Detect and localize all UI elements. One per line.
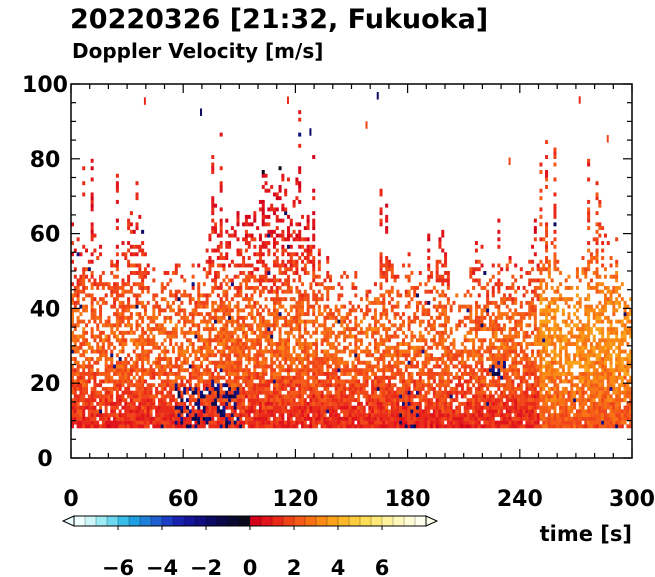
colorbar-segment — [184, 516, 196, 526]
colorbar-segment — [316, 516, 328, 526]
x-tick-label: 240 — [497, 487, 543, 512]
colorbar-tick-label: 4 — [331, 556, 346, 577]
colorbar-segment — [283, 516, 295, 526]
colorbar-tick-label: −6 — [102, 556, 134, 577]
colorbar-segment — [239, 516, 251, 526]
y-axis: 0 20 40 60 80 100 — [22, 73, 632, 472]
colorbar-segment — [404, 516, 416, 526]
colorbar-segment — [206, 516, 218, 526]
colorbar-segment — [96, 516, 108, 526]
colorbar-segment — [272, 516, 284, 526]
colorbar-segment — [261, 516, 273, 526]
x-tick-label: 180 — [385, 487, 431, 512]
colorbar-segment — [250, 516, 262, 526]
colorbar-segment — [415, 516, 427, 526]
colorbar-extend-high — [425, 515, 439, 527]
colorbar-segment — [371, 516, 383, 526]
x-tick-label: 300 — [609, 487, 655, 512]
colorbar-segment — [140, 516, 152, 526]
x-tick-label: 120 — [272, 487, 318, 512]
colorbar-tick-label: 6 — [375, 556, 390, 577]
y-tick-label: 0 — [37, 447, 52, 472]
colorbar-segment — [217, 516, 229, 526]
colorbar-segment — [74, 516, 86, 526]
chart-title: 20220326 [21:32, Fukuoka] — [70, 4, 488, 35]
colorbar-tick-label: −4 — [146, 556, 178, 577]
y-tick-label: 80 — [30, 148, 61, 173]
y-tick-label: 40 — [30, 297, 61, 322]
colorbar-tick-label: 2 — [287, 556, 302, 577]
colorbar-segment — [305, 516, 317, 526]
colorbar-tick-label: 0 — [243, 556, 258, 577]
chart-subtitle: Doppler Velocity [m/s] — [72, 39, 323, 63]
x-axis: 0 60 120 180 240 300 — [63, 84, 655, 512]
colorbar-segment — [162, 516, 174, 526]
colorbar-segment — [338, 516, 350, 526]
y-tick-label: 60 — [30, 223, 61, 248]
colorbar-segment — [85, 516, 97, 526]
colorbar-segment — [294, 516, 306, 526]
colorbar — [61, 515, 439, 530]
y-tick-label: 100 — [22, 73, 68, 98]
colorbar-segment — [228, 516, 240, 526]
plot-area — [71, 92, 633, 429]
colorbar-segment — [118, 516, 130, 526]
colorbar-segment — [349, 516, 361, 526]
colorbar-segment — [151, 516, 163, 526]
x-tick-label: 0 — [63, 487, 78, 512]
colorbar-segment — [360, 516, 372, 526]
y-tick-label: 20 — [30, 372, 61, 397]
colorbar-segment — [195, 516, 207, 526]
colorbar-tick-labels: −6 −4 −2 0 2 4 6 — [102, 556, 389, 577]
velocity-cells — [71, 92, 633, 429]
colorbar-segment — [107, 516, 119, 526]
colorbar-segment — [382, 516, 394, 526]
colorbar-segment — [129, 516, 141, 526]
x-tick-label: 60 — [168, 487, 199, 512]
colorbar-tick-label: −2 — [190, 556, 222, 577]
colorbar-segment — [173, 516, 185, 526]
x-axis-label: time [s] — [540, 522, 632, 546]
colorbar-segment — [393, 516, 405, 526]
colorbar-extend-low — [61, 515, 75, 527]
colorbar-segment — [327, 516, 339, 526]
